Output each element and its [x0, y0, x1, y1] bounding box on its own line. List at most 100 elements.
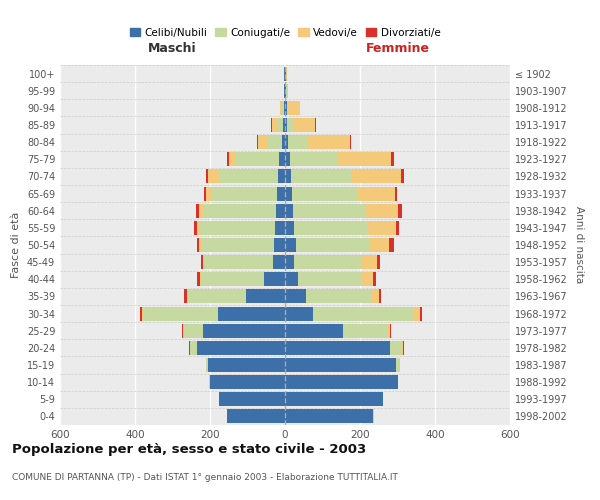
Bar [315, 118, 316, 132]
Bar [282, 135, 285, 149]
Bar [272, 118, 277, 132]
Bar [277, 186, 285, 200]
Bar [285, 170, 290, 183]
Bar [277, 118, 283, 132]
Text: Femmine: Femmine [365, 42, 430, 54]
Bar [203, 186, 205, 200]
Bar [257, 135, 267, 149]
Bar [367, 204, 398, 218]
Bar [280, 152, 285, 166]
Bar [296, 238, 368, 252]
Bar [227, 152, 229, 166]
Bar [285, 135, 288, 149]
Bar [395, 358, 400, 372]
Bar [142, 306, 143, 320]
Bar [338, 152, 391, 166]
Bar [209, 375, 210, 389]
Y-axis label: Fasce di età: Fasce di età [11, 212, 21, 278]
Text: Maschi: Maschi [148, 42, 197, 54]
Bar [193, 221, 197, 235]
Bar [184, 324, 203, 338]
Bar [295, 118, 315, 132]
Bar [379, 290, 380, 304]
Bar [205, 186, 211, 200]
Bar [295, 221, 367, 235]
Bar [401, 341, 403, 355]
Bar [285, 375, 398, 389]
Bar [285, 118, 287, 132]
Bar [389, 238, 394, 252]
Bar [265, 272, 285, 286]
Bar [371, 290, 379, 304]
Bar [187, 290, 245, 304]
Bar [358, 186, 395, 200]
Bar [285, 84, 286, 98]
Bar [362, 255, 377, 269]
Bar [285, 290, 305, 304]
Bar [199, 221, 275, 235]
Bar [182, 324, 184, 338]
Bar [199, 238, 200, 252]
Y-axis label: Anni di nascita: Anni di nascita [574, 206, 584, 284]
Bar [305, 290, 371, 304]
Bar [197, 341, 285, 355]
Bar [267, 135, 282, 149]
Bar [403, 341, 404, 355]
Bar [285, 238, 296, 252]
Bar [143, 306, 218, 320]
Bar [199, 204, 203, 218]
Bar [401, 170, 404, 183]
Bar [293, 204, 367, 218]
Bar [197, 272, 200, 286]
Bar [377, 255, 380, 269]
Bar [206, 358, 208, 372]
Bar [395, 221, 400, 235]
Bar [285, 324, 343, 338]
Bar [390, 341, 401, 355]
Bar [208, 170, 220, 183]
Bar [220, 170, 277, 183]
Bar [285, 221, 295, 235]
Bar [190, 341, 197, 355]
Bar [206, 170, 208, 183]
Bar [286, 84, 287, 98]
Bar [197, 238, 199, 252]
Bar [415, 306, 420, 320]
Bar [196, 204, 199, 218]
Text: COMUNE DI PARTANNA (TP) - Dati ISTAT 1° gennaio 2003 - Elaborazione TUTTITALIA.I: COMUNE DI PARTANNA (TP) - Dati ISTAT 1° … [12, 472, 398, 482]
Bar [285, 204, 293, 218]
Bar [200, 255, 203, 269]
Bar [350, 135, 351, 149]
Bar [284, 66, 285, 80]
Bar [391, 152, 394, 166]
Bar [420, 306, 422, 320]
Bar [388, 324, 390, 338]
Bar [362, 272, 373, 286]
Bar [140, 306, 142, 320]
Bar [200, 238, 274, 252]
Bar [398, 204, 402, 218]
Bar [280, 101, 282, 115]
Bar [197, 221, 199, 235]
Bar [395, 186, 397, 200]
Bar [287, 84, 289, 98]
Bar [275, 204, 285, 218]
Bar [184, 290, 187, 304]
Bar [288, 135, 307, 149]
Bar [284, 84, 285, 98]
Bar [208, 358, 285, 372]
Bar [282, 101, 284, 115]
Bar [298, 272, 362, 286]
Bar [367, 221, 395, 235]
Bar [307, 135, 350, 149]
Bar [285, 66, 286, 80]
Bar [189, 341, 190, 355]
Bar [373, 272, 376, 286]
Bar [313, 306, 415, 320]
Bar [284, 101, 285, 115]
Bar [285, 186, 292, 200]
Bar [390, 324, 391, 338]
Bar [271, 118, 272, 132]
Text: Popolazione per età, sesso e stato civile - 2003: Popolazione per età, sesso e stato civil… [12, 442, 366, 456]
Bar [285, 392, 383, 406]
